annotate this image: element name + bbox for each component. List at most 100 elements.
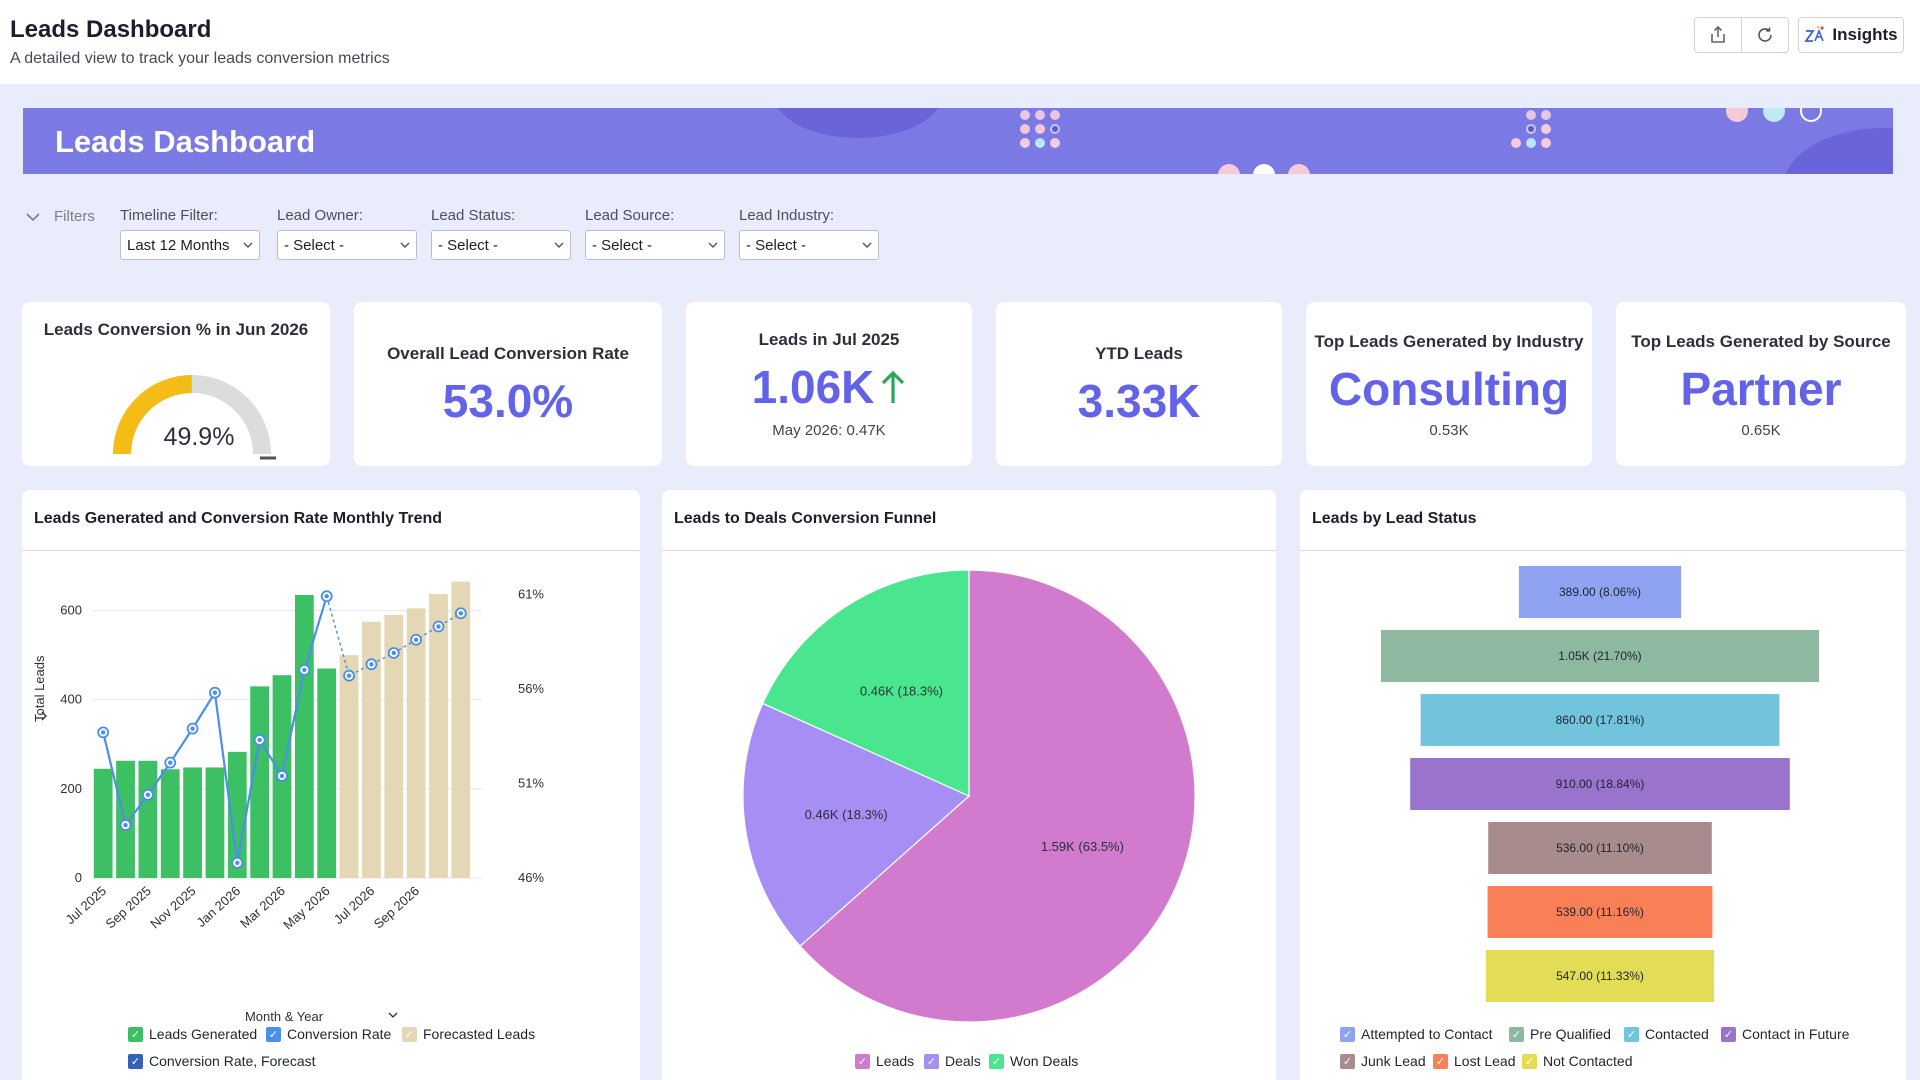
y2-tick-label: 61% bbox=[518, 586, 544, 601]
lead-industry-select[interactable]: - Select - bbox=[739, 230, 879, 260]
kpi-value: 3.33K bbox=[1077, 375, 1201, 427]
line-point-core bbox=[190, 726, 195, 731]
funnel-bar bbox=[1420, 694, 1780, 746]
line-point-core bbox=[257, 737, 262, 743]
lead-source-select[interactable]: - Select - bbox=[585, 230, 725, 260]
timeline-select[interactable]: Last 12 Months bbox=[120, 230, 260, 260]
filters-toggle[interactable]: Filters bbox=[26, 208, 95, 225]
kpi-conversion-jun[interactable]: Leads Conversion % in Jun 2026 49.9% bbox=[22, 302, 330, 466]
legend-forecasted-leads[interactable]: ✓ Forecasted Leads bbox=[402, 1026, 535, 1042]
chevron-down-icon bbox=[862, 242, 872, 248]
bar bbox=[317, 668, 337, 878]
bar bbox=[362, 621, 381, 878]
legend-won-deals[interactable]: ✓ Won Deals bbox=[989, 1053, 1078, 1069]
line-point-core bbox=[212, 690, 218, 695]
legend-attempted[interactable]: ✓ Attempted to Contact bbox=[1340, 1026, 1493, 1042]
legend-conversion-rate[interactable]: ✓ Conversion Rate bbox=[266, 1026, 391, 1042]
chevron-down-icon bbox=[388, 1012, 398, 1018]
kpi-leads-jul[interactable]: Leads in Jul 2025 1.06K May 2026: 0.47K bbox=[686, 302, 972, 466]
status-panel: Leads by Lead Status 389.00 (8.06%) 1.05K… bbox=[1300, 490, 1906, 1080]
panel-divider bbox=[22, 550, 640, 551]
kpi-value: Partner bbox=[1680, 363, 1842, 415]
funnel-bar bbox=[1518, 566, 1682, 618]
kpi-top-industry[interactable]: Top Leads Generated by Industry Consulti… bbox=[1306, 302, 1592, 466]
y-tick-label: 600 bbox=[60, 603, 82, 618]
x-tick-label: Jan 2026 bbox=[194, 883, 244, 930]
bar bbox=[183, 767, 202, 878]
timeline-filter: Timeline Filter: Last 12 Months bbox=[120, 207, 260, 260]
page-title: Leads Dashboard bbox=[10, 16, 212, 43]
kpi-label: Top Leads Generated by Industry bbox=[1314, 332, 1584, 351]
kpi-value: 53.0% bbox=[442, 375, 574, 427]
filters-label: Filters bbox=[54, 208, 95, 225]
funnel-bar-label: 536.00 (11.10%) bbox=[1556, 841, 1644, 855]
line-point-core bbox=[100, 730, 106, 735]
chevron-down-icon bbox=[26, 212, 40, 221]
legend-pre-qualified[interactable]: ✓ Pre Qualified bbox=[1509, 1026, 1611, 1042]
funnel-bar bbox=[1487, 886, 1713, 938]
legend-contact-future[interactable]: ✓ Contact in Future bbox=[1721, 1026, 1849, 1042]
filter-label: Lead Status: bbox=[431, 207, 516, 224]
y-axis-title: Total Leads bbox=[32, 655, 47, 722]
line-point-core bbox=[458, 611, 464, 616]
chevron-down-icon bbox=[243, 242, 253, 248]
pie-chart: 1.59K (63.5%) 0.46K (18.3%) 0.46K (18.3%) bbox=[742, 569, 1196, 1023]
line-point-core bbox=[123, 822, 128, 828]
panel-title: Leads to Deals Conversion Funnel bbox=[674, 510, 937, 527]
arrow-up-icon bbox=[882, 370, 905, 403]
chevron-down-icon bbox=[400, 242, 410, 248]
bar bbox=[160, 769, 180, 878]
line-point-core bbox=[391, 650, 396, 656]
kpi-label: Leads in Jul 2025 bbox=[758, 330, 900, 349]
x-tick-label: Sep 2026 bbox=[371, 883, 422, 931]
banner-decoration bbox=[1783, 128, 1893, 174]
legend-conversion-forecast[interactable]: ✓ Conversion Rate, Forecast bbox=[128, 1053, 316, 1069]
funnel-bar bbox=[1485, 950, 1715, 1002]
y2-tick-label: 51% bbox=[518, 775, 544, 790]
insights-button[interactable]: Insights bbox=[1798, 17, 1904, 53]
gauge-value: 49.9% bbox=[164, 423, 235, 451]
funnel-bar-label: 910.00 (18.84%) bbox=[1556, 777, 1645, 791]
kpi-ytd-leads[interactable]: YTD Leads 3.33K bbox=[996, 302, 1282, 466]
bar bbox=[138, 760, 158, 878]
kpi-top-source[interactable]: Top Leads Generated by Source Partner 0.… bbox=[1616, 302, 1906, 466]
legend-lost[interactable]: ✓ Lost Lead bbox=[1433, 1053, 1516, 1069]
legend-leads[interactable]: ✓ Leads bbox=[855, 1053, 914, 1069]
panel-title: Leads by Lead Status bbox=[1312, 510, 1477, 527]
bar bbox=[205, 767, 225, 878]
bar bbox=[384, 615, 404, 878]
legend-contacted[interactable]: ✓ Contacted bbox=[1624, 1026, 1709, 1042]
funnel-bar-label: 1.05K (21.70%) bbox=[1558, 649, 1641, 663]
kpi-label: YTD Leads bbox=[1095, 344, 1183, 363]
legend-leads-generated[interactable]: ✓ Leads Generated bbox=[128, 1026, 257, 1042]
kpi-value: 1.06K bbox=[751, 361, 875, 413]
x-tick-label: Nov 2025 bbox=[147, 883, 198, 931]
kpi-overall-rate[interactable]: Overall Lead Conversion Rate 53.0% bbox=[354, 302, 662, 466]
line-point-core bbox=[413, 637, 419, 642]
export-icon bbox=[1711, 25, 1725, 43]
trend-panel: Leads Generated and Conversion Rate Mont… bbox=[22, 490, 640, 1080]
kpi-sub: 0.65K bbox=[1741, 422, 1781, 439]
filter-label: Lead Owner: bbox=[277, 207, 363, 224]
panel-divider bbox=[662, 550, 1276, 551]
filter-label: Timeline Filter: bbox=[120, 207, 218, 224]
filter-label: Lead Industry: bbox=[739, 207, 835, 224]
legend-not-contacted[interactable]: ✓ Not Contacted bbox=[1522, 1053, 1633, 1069]
pie-label: 1.59K (63.5%) bbox=[1041, 839, 1124, 854]
legend-junk[interactable]: ✓ Junk Lead bbox=[1340, 1053, 1426, 1069]
refresh-button[interactable] bbox=[1741, 17, 1789, 53]
export-button[interactable] bbox=[1694, 17, 1742, 53]
bar bbox=[294, 594, 314, 878]
lead-status-select[interactable]: - Select - bbox=[431, 230, 571, 260]
legend-deals[interactable]: ✓ Deals bbox=[924, 1053, 981, 1069]
kpi-label: Leads Conversion % in Jun 2026 bbox=[43, 320, 309, 339]
kpi-value-row: 1.06K bbox=[686, 360, 972, 414]
lead-owner-select[interactable]: - Select - bbox=[277, 230, 417, 260]
lead-owner-filter: Lead Owner: - Select - bbox=[277, 207, 417, 260]
top-header: Leads Dashboard A detailed view to track… bbox=[0, 0, 1920, 84]
funnel-bar-label: 389.00 (8.06%) bbox=[1559, 585, 1641, 599]
x-tick-label: May 2026 bbox=[280, 883, 332, 932]
line-point-core bbox=[168, 760, 173, 765]
line-point-core bbox=[302, 667, 307, 673]
